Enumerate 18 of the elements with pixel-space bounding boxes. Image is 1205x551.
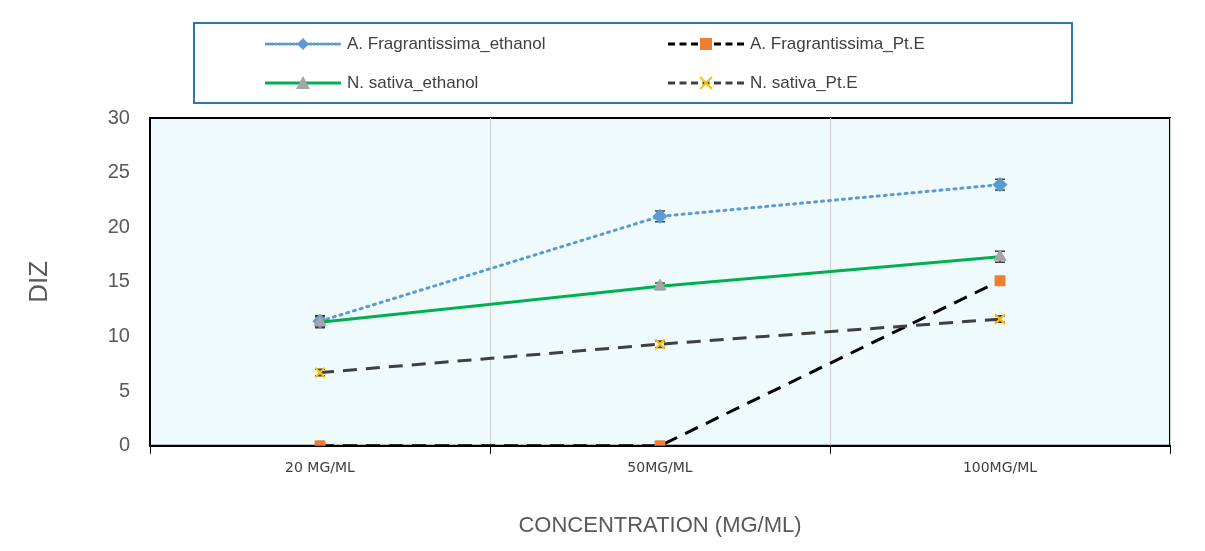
legend-label: A. Fragrantissima_Pt.E: [750, 33, 925, 54]
point: [994, 275, 1006, 287]
x-axis-title: CONCENTRATION (MG/ML): [518, 511, 802, 537]
y-tick-label: 25: [107, 160, 130, 183]
y-tick-label: 10: [107, 324, 130, 347]
x-tick-label: 20 MG/ML: [285, 458, 356, 475]
y-tick-label: 0: [118, 433, 130, 456]
y-axis-title: DIZ: [22, 260, 53, 303]
legend-label: N. sativa_Pt.E: [750, 72, 858, 93]
x-tick-label: 100MG/ML: [962, 458, 1038, 475]
legend-label: A. Fragrantissima_ethanol: [347, 33, 546, 54]
legend-label: N. sativa_ethanol: [347, 72, 479, 93]
y-tick-label: 20: [107, 214, 130, 237]
y-tick-label: 30: [107, 105, 130, 128]
point: [653, 278, 667, 291]
y-tick-label: 5: [118, 378, 130, 401]
y-tick-label: 15: [107, 269, 130, 292]
x-tick-label: 50MG/ML: [627, 458, 693, 475]
